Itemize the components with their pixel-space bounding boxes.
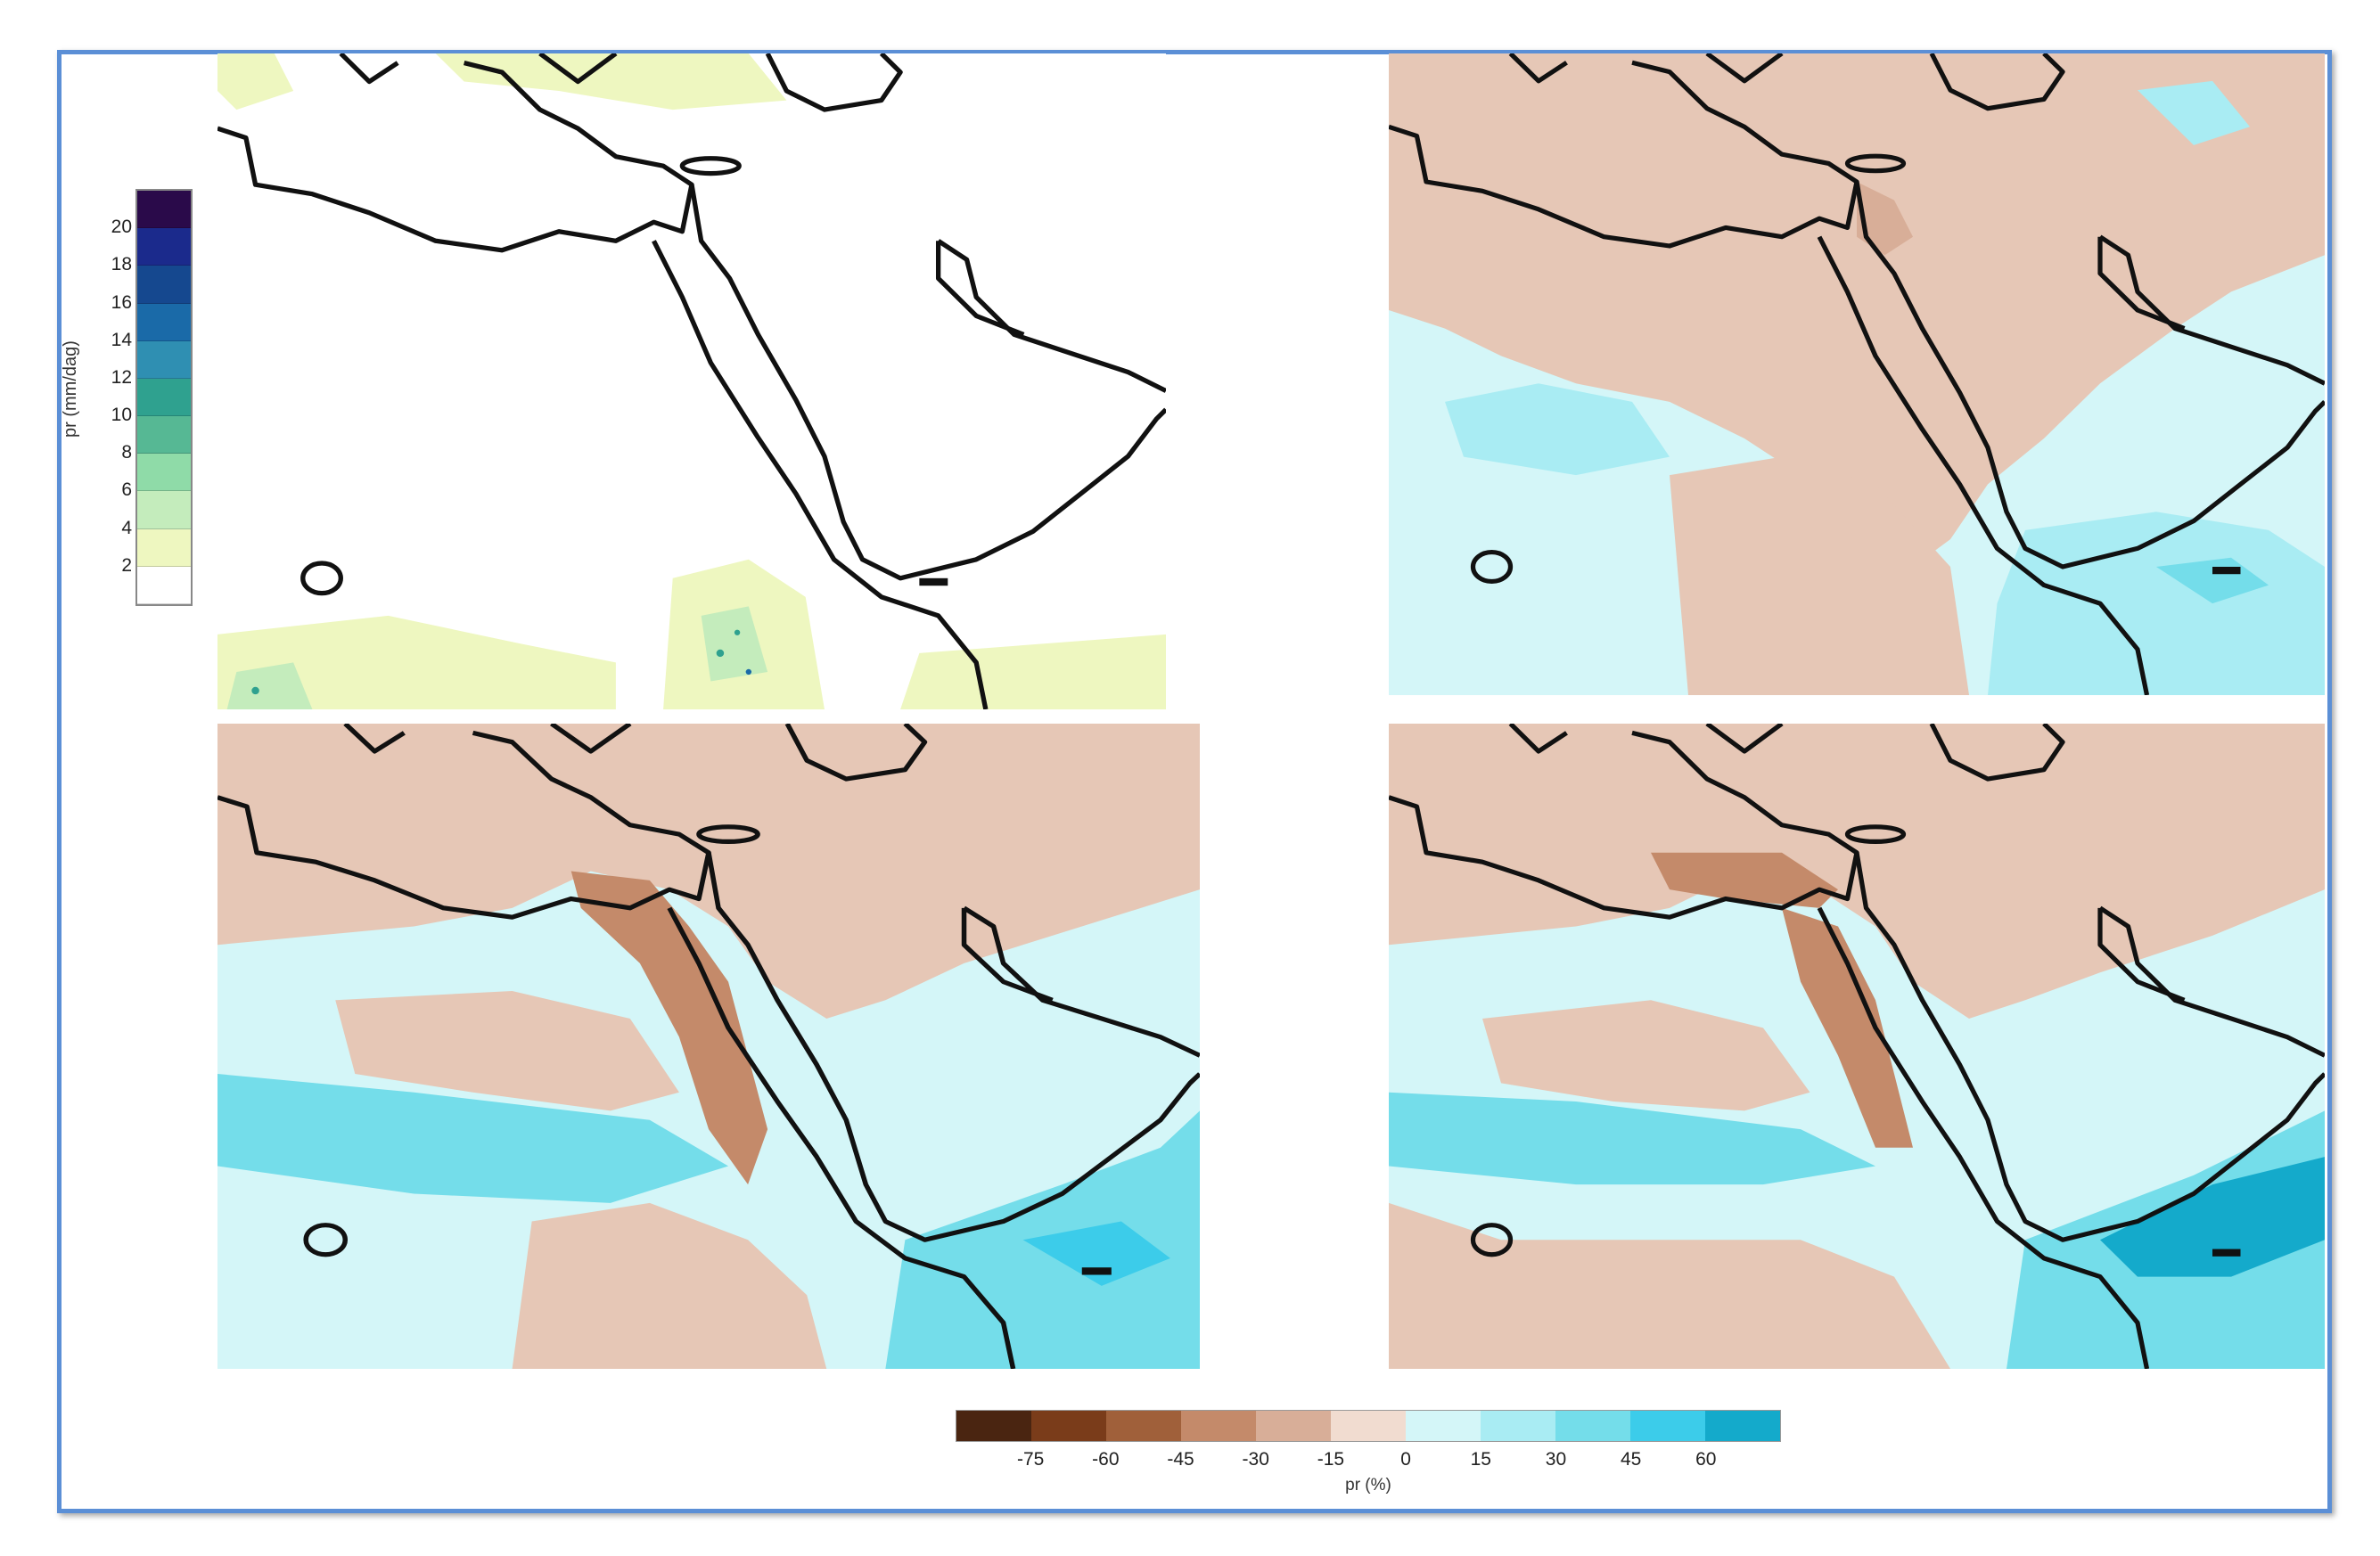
precipitation-colorbar-swatch [137, 528, 191, 567]
change-colorbar-swatch [1256, 1411, 1331, 1441]
precipitation-colorbar-swatch [137, 454, 191, 492]
precipitation-colorbar-tick: 18 [111, 254, 132, 275]
precipitation-colorbar-tick: 8 [121, 442, 132, 463]
change-colorbar-swatch [1181, 1411, 1256, 1441]
precipitation-colorbar-tick: 12 [111, 366, 132, 388]
change-colorbar-tick: -60 [1092, 1449, 1120, 1470]
change-colorbar-swatch [1630, 1411, 1705, 1441]
precipitation-colorbar-tick: 4 [121, 517, 132, 538]
change-colorbar-swatch [1031, 1411, 1106, 1441]
precipitation-colorbar-swatches [135, 189, 193, 606]
change-colorbar-swatch [956, 1411, 1031, 1441]
precipitation-colorbar-tick: 14 [111, 329, 132, 350]
change-colorbar-swatch [1406, 1411, 1481, 1441]
precipitation-colorbar-tick: 20 [111, 217, 132, 238]
map-panel-change-1 [1389, 53, 2325, 695]
precipitation-colorbar-tick: 10 [111, 405, 132, 426]
map-panel-change-2 [217, 724, 1200, 1369]
precipitation-colorbar-swatch [137, 416, 191, 455]
change-colorbar-swatch [1705, 1411, 1780, 1441]
precipitation-colorbar-swatch [137, 303, 191, 341]
precipitation-colorbar-tick: 2 [121, 554, 132, 576]
change-colorbar-tick: 30 [1545, 1449, 1567, 1470]
change-colorbar-tick: 45 [1620, 1449, 1642, 1470]
change-colorbar-swatch [1106, 1411, 1181, 1441]
precipitation-colorbar-swatch [137, 228, 191, 266]
change-colorbar-tick: -30 [1242, 1449, 1269, 1470]
precipitation-colorbar-label: pr (mm/dag) [61, 340, 80, 438]
precipitation-colorbar-swatch [137, 566, 191, 604]
change-colorbar-tick: 15 [1470, 1449, 1491, 1470]
change-colorbar-tick: 0 [1400, 1449, 1411, 1470]
map-panel-change-3 [1389, 724, 2325, 1369]
change-colorbar: -75 -60 -45 -30 -15 0 15 30 45 60 pr (%) [956, 1410, 1785, 1499]
precipitation-colorbar: pr (mm/dag) 20 18 16 14 12 10 8 6 4 2 [53, 184, 205, 611]
change-colorbar-swatch [1331, 1411, 1406, 1441]
precipitation-colorbar-tick: 16 [111, 291, 132, 313]
precipitation-colorbar-swatch [137, 191, 191, 229]
precipitation-colorbar-swatch [137, 378, 191, 417]
precipitation-colorbar-swatch [137, 491, 191, 529]
precipitation-colorbar-tick: 6 [121, 479, 132, 501]
change-colorbar-tick: -45 [1167, 1449, 1194, 1470]
change-colorbar-tick: -75 [1016, 1449, 1045, 1470]
change-colorbar-swatches [956, 1410, 1781, 1442]
change-colorbar-title: pr (%) [1345, 1476, 1391, 1495]
map-panel-precipitation [217, 53, 1166, 709]
precipitation-colorbar-swatch [137, 266, 191, 304]
change-colorbar-tick: 60 [1695, 1449, 1717, 1470]
precipitation-colorbar-swatch [137, 340, 191, 379]
change-colorbar-swatch [1481, 1411, 1555, 1441]
change-colorbar-swatch [1555, 1411, 1630, 1441]
change-colorbar-tick: -15 [1317, 1449, 1345, 1470]
